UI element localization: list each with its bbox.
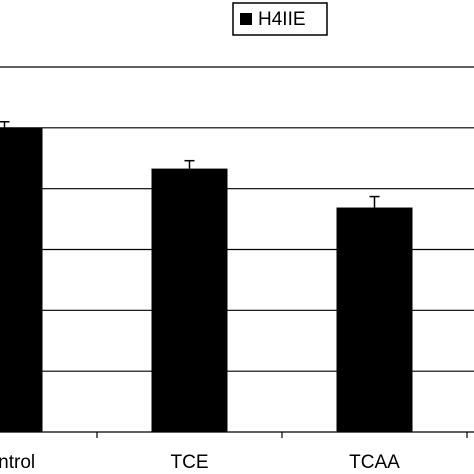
x-tick-label: TCAA xyxy=(349,452,400,473)
x-tick-label: Control xyxy=(0,452,35,473)
error-bar xyxy=(0,121,10,128)
bar xyxy=(336,207,413,432)
bar xyxy=(0,127,43,432)
x-tick-label: TCE xyxy=(171,452,209,473)
error-bar xyxy=(184,159,195,169)
error-bar xyxy=(369,195,380,208)
legend-label: H4IIE xyxy=(258,9,306,30)
legend-swatch xyxy=(240,13,252,25)
bar xyxy=(151,168,228,432)
